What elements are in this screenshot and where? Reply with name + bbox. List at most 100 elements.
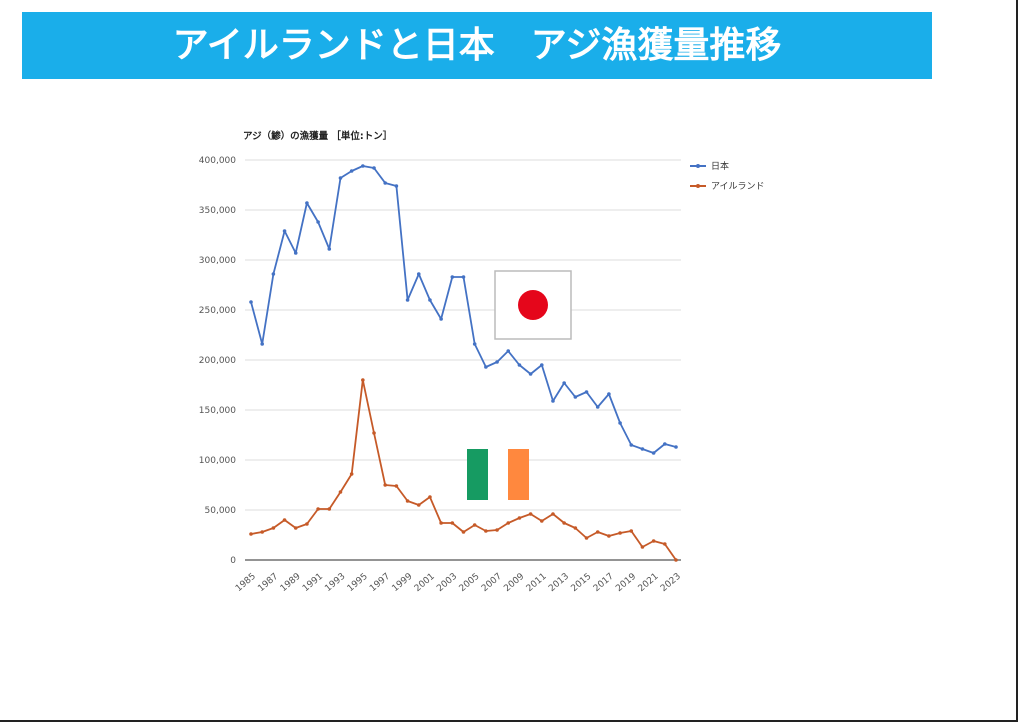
data-point [584, 536, 589, 540]
data-point [651, 539, 656, 543]
data-point [629, 529, 634, 533]
y-tick-label: 100,000 [199, 456, 236, 466]
data-point [428, 298, 432, 302]
data-point [461, 275, 466, 279]
data-point [249, 300, 253, 304]
data-point [495, 360, 499, 364]
chart-title: アジ（鯵）の漁獲量 ［単位:トン］ [243, 130, 392, 142]
y-tick-label: 250,000 [199, 306, 236, 316]
series-markers [249, 164, 678, 562]
x-tick-label: 1987 [256, 572, 280, 594]
x-tick-label: 2023 [659, 572, 683, 594]
y-tick-label: 300,000 [199, 256, 236, 266]
data-point [506, 521, 511, 525]
data-point [450, 521, 455, 525]
x-tick-label: 2005 [458, 572, 482, 594]
y-tick-label: 150,000 [199, 406, 236, 416]
x-tick-label: 2011 [525, 572, 549, 594]
x-tick-label: 2021 [637, 572, 661, 594]
data-point [282, 229, 287, 233]
grid-lines [245, 159, 681, 561]
data-point [573, 395, 578, 399]
data-point [405, 298, 410, 302]
data-point [663, 442, 667, 446]
data-point [361, 164, 365, 168]
data-point [416, 503, 421, 507]
y-tick-label: 350,000 [199, 206, 236, 216]
data-point [573, 526, 578, 530]
x-tick-label: 2009 [502, 571, 526, 594]
data-point [305, 201, 309, 205]
x-tick-label: 1997 [368, 572, 392, 594]
series-lines [250, 165, 677, 561]
data-point [450, 275, 455, 279]
data-point [551, 399, 555, 403]
data-point [562, 381, 566, 385]
data-point [327, 507, 332, 511]
data-point [372, 431, 376, 435]
data-point [674, 558, 678, 562]
legend-marker [696, 184, 700, 188]
data-point [484, 365, 488, 369]
data-point [394, 484, 399, 488]
x-tick-label: 1995 [346, 572, 370, 594]
data-point [428, 495, 432, 499]
data-point [327, 247, 332, 251]
y-tick-label: 0 [230, 556, 236, 566]
data-point [394, 184, 399, 188]
data-point [338, 490, 343, 494]
data-point [663, 542, 667, 546]
data-point [316, 507, 320, 511]
x-tick-label: 1989 [279, 571, 303, 594]
data-point [495, 528, 499, 532]
data-point [517, 516, 522, 520]
data-point [372, 166, 376, 170]
data-point [282, 518, 287, 522]
data-point [517, 363, 522, 367]
data-point [405, 499, 410, 503]
data-point [595, 530, 600, 534]
x-tick-label: 1999 [391, 571, 415, 594]
x-tick-label: 1985 [234, 572, 258, 594]
legend-label: 日本 [711, 160, 729, 172]
data-point [472, 342, 477, 346]
data-point [640, 545, 645, 549]
data-point [595, 405, 600, 409]
data-point [562, 521, 566, 525]
data-point [528, 372, 533, 376]
data-point [260, 530, 264, 534]
data-point [383, 181, 388, 185]
data-point [607, 392, 611, 396]
y-tick-label: 200,000 [199, 356, 236, 366]
data-point [271, 272, 276, 276]
data-point [674, 445, 678, 449]
data-point [293, 251, 298, 255]
x-tick-label: 2019 [614, 571, 638, 594]
data-point [349, 472, 354, 476]
data-point [528, 512, 533, 516]
y-tick-label: 400,000 [199, 156, 236, 166]
data-point [551, 512, 555, 516]
data-point [506, 349, 511, 353]
x-tick-label: 1993 [323, 572, 347, 594]
data-point [383, 483, 388, 487]
data-point [472, 523, 477, 527]
data-point [316, 220, 320, 224]
data-point [539, 363, 544, 367]
data-point [484, 529, 488, 533]
data-point [584, 390, 589, 394]
legend-marker [696, 164, 700, 168]
data-point [305, 522, 309, 526]
data-point [416, 272, 421, 276]
japan-flag-image [494, 270, 572, 340]
data-point [361, 378, 365, 382]
x-axis-ticks: 1985198719891991199319951997199920012003… [234, 571, 683, 594]
x-tick-label: 2013 [547, 572, 571, 594]
data-point [338, 176, 343, 180]
data-point [293, 526, 298, 530]
x-tick-label: 2003 [435, 572, 459, 594]
ireland-flag-image [467, 449, 529, 500]
data-point [260, 342, 264, 346]
data-point [249, 532, 253, 536]
data-point [439, 317, 443, 321]
